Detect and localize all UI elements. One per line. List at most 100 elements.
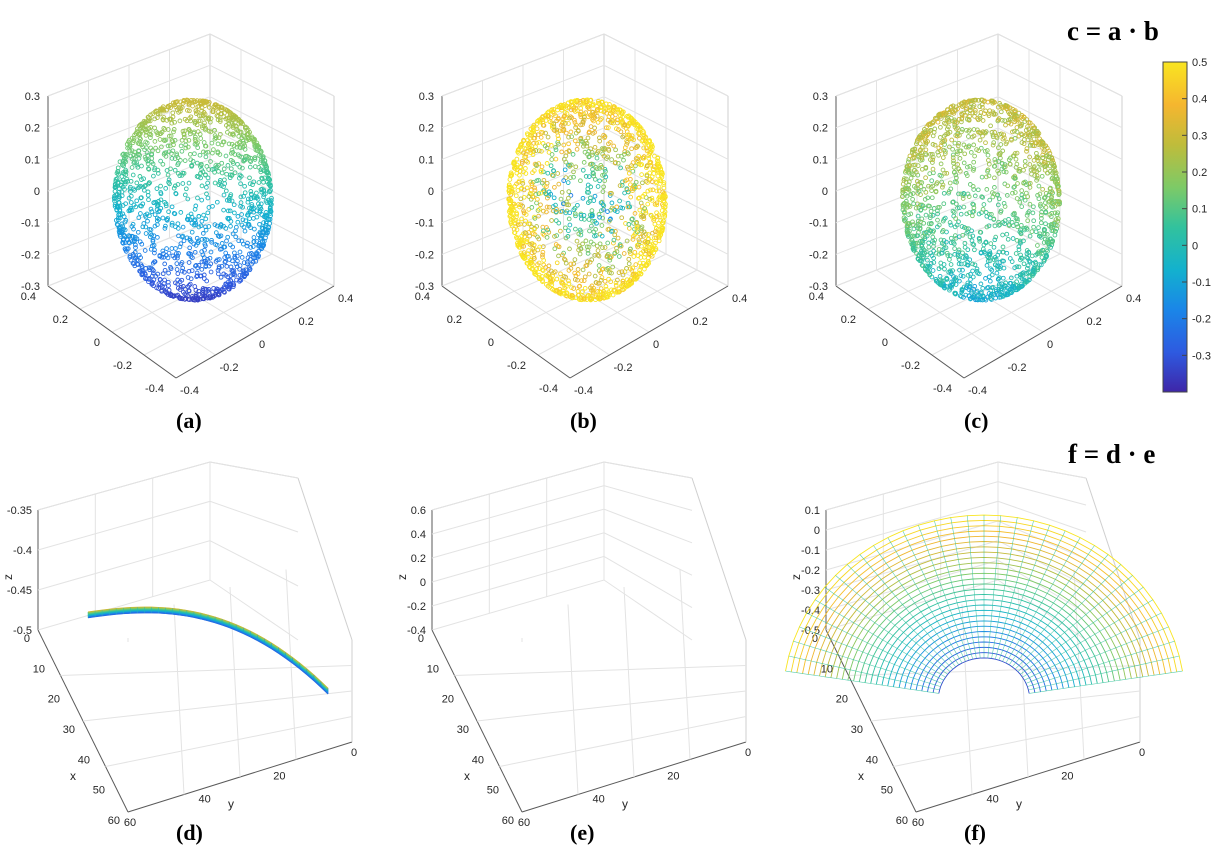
data-point: [196, 288, 202, 294]
data-point: [229, 147, 235, 153]
data-point: [639, 172, 644, 177]
x-axis-label: x: [464, 769, 470, 783]
data-point: [182, 192, 188, 198]
z-tick-label: -0.45: [7, 585, 32, 597]
data-point: [930, 268, 936, 273]
data-point: [208, 249, 214, 255]
panel-b-points: [506, 97, 668, 303]
data-point: [618, 129, 624, 135]
x-tick-label: 0: [94, 337, 100, 349]
data-point: [120, 152, 126, 158]
data-point: [556, 181, 562, 187]
data-point: [203, 126, 208, 131]
data-point: [124, 152, 130, 158]
data-point: [193, 134, 198, 140]
x-tick-label: 40: [472, 754, 484, 766]
data-point: [200, 113, 206, 119]
y-tick-label: 20: [1061, 770, 1073, 782]
data-point: [962, 244, 968, 250]
data-point: [587, 228, 592, 234]
data-point: [150, 161, 156, 167]
data-point: [230, 231, 236, 237]
data-point: [158, 158, 163, 164]
data-point: [1013, 251, 1019, 256]
data-point: [254, 250, 259, 256]
data-point: [917, 141, 923, 146]
data-point: [263, 220, 269, 226]
colorbar-tick-label: 0.5: [1192, 57, 1207, 69]
data-point: [160, 215, 166, 221]
data-point: [984, 263, 990, 268]
data-point: [212, 127, 217, 133]
data-point: [956, 257, 962, 262]
data-point: [151, 283, 156, 289]
panel-c-points: [900, 97, 1062, 303]
data-point: [962, 151, 968, 157]
data-point: [241, 260, 247, 265]
z-tick-label: 0: [428, 186, 434, 198]
data-point: [578, 178, 583, 184]
data-point: [258, 243, 264, 248]
y-tick-label: 0.2: [299, 316, 314, 328]
x-tick-label: 0.2: [447, 314, 462, 326]
data-point: [256, 201, 261, 207]
data-point: [148, 265, 154, 271]
data-point: [122, 157, 127, 162]
data-point: [129, 148, 135, 154]
data-point: [977, 137, 983, 143]
data-point: [938, 161, 944, 167]
data-point: [218, 233, 224, 239]
data-point: [150, 237, 156, 243]
data-point: [233, 261, 239, 267]
data-point: [167, 181, 172, 187]
data-point: [961, 204, 967, 210]
data-point: [553, 147, 559, 153]
mesh-line: [918, 525, 970, 661]
data-point: [972, 193, 978, 199]
data-point: [121, 214, 127, 219]
data-point: [205, 175, 211, 181]
data-point: [261, 194, 266, 200]
x-tick-label: 0: [418, 633, 424, 645]
data-point: [1002, 118, 1008, 123]
data-point: [930, 166, 936, 172]
data-point: [652, 153, 657, 159]
data-point: [203, 143, 209, 149]
data-point: [174, 151, 180, 157]
data-point: [176, 233, 181, 239]
data-point: [195, 195, 200, 201]
z-tick-label: -0.3: [415, 281, 434, 293]
data-point: [238, 200, 244, 205]
data-point: [203, 172, 208, 178]
data-point: [192, 137, 198, 142]
x-tick-label: -0.2: [113, 360, 132, 372]
data-point: [970, 213, 975, 219]
data-point: [152, 165, 158, 171]
data-point: [619, 215, 625, 221]
data-point: [597, 241, 603, 247]
data-point: [255, 196, 261, 202]
caption-c: (c): [964, 408, 988, 433]
data-point: [205, 180, 210, 186]
data-point: [228, 157, 234, 163]
data-point: [251, 179, 257, 185]
colorbar: 0.50.40.30.20.10-0.1-0.2-0.3: [1162, 57, 1211, 393]
data-point: [978, 281, 984, 287]
data-point: [163, 223, 168, 229]
data-point: [213, 105, 218, 110]
z-tick-label: -0.4: [407, 625, 426, 637]
data-point: [251, 216, 256, 221]
data-point: [165, 143, 171, 149]
data-point: [171, 102, 177, 108]
data-point: [136, 156, 142, 161]
data-point: [224, 254, 230, 259]
data-point: [987, 197, 993, 203]
data-point: [134, 236, 140, 242]
data-point: [246, 223, 252, 229]
data-point: [161, 281, 167, 286]
x-tick-label: 60: [896, 815, 908, 827]
data-point: [529, 205, 535, 210]
data-point: [594, 155, 600, 161]
data-point: [236, 134, 242, 139]
data-point: [208, 159, 213, 164]
